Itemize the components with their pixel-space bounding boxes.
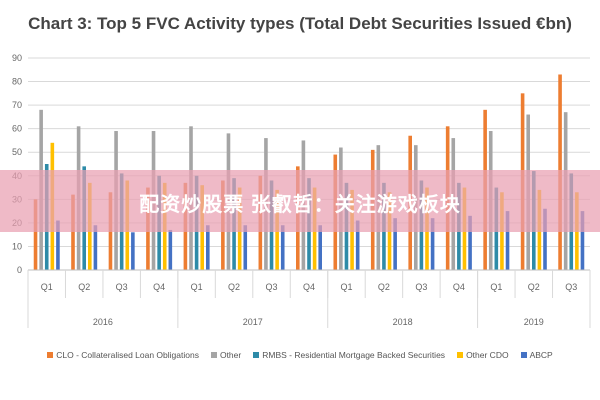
x-axis: Q1 Q2 Q3 Q4 Q1 Q2 Q3 Q4 Q1 Q2 Q3 Q4 Q1 Q2 Q3 2016 2017 20… — [27, 269, 591, 328]
bar — [243, 225, 248, 270]
y-tick-label: 10 — [12, 241, 22, 251]
legend-swatch — [210, 352, 217, 358]
x-tick-label: Q3 — [116, 282, 128, 292]
legend-item: ABCP — [520, 350, 553, 360]
x-tick-label: Q3 — [565, 282, 577, 292]
y-tick-label: 90 — [12, 53, 22, 63]
legend-swatch — [457, 352, 464, 358]
bar — [131, 232, 135, 270]
bar — [56, 220, 60, 270]
x-tick-label: Q2 — [528, 282, 540, 292]
x-tick-label: Q2 — [378, 282, 390, 292]
x-tick-label: Q2 — [78, 282, 90, 292]
bar — [33, 199, 38, 270]
y-tick-label: 0 — [17, 265, 22, 275]
legend-label: ABCP — [529, 350, 553, 360]
legend-label: CLO - Collateralised Loan Obligations — [56, 350, 199, 360]
bar — [168, 229, 173, 270]
watermark-text: 配资炒股票 张叡哲：关注游戏板块 — [139, 194, 461, 216]
year-label: 2016 — [93, 317, 113, 327]
y-tick-label: 70 — [12, 100, 22, 110]
legend-item: RMBS - Residential Mortgage Backed Secur… — [253, 350, 445, 360]
bar — [580, 211, 585, 270]
bar — [280, 225, 285, 270]
legend-swatch — [253, 352, 260, 358]
x-tick-label: Q1 — [490, 282, 502, 292]
x-tick-label: Q4 — [153, 282, 165, 292]
legend-label: Other — [219, 350, 242, 360]
legend-swatch — [520, 352, 527, 358]
legend-label: RMBS - Residential Mortgage Backed Secur… — [262, 350, 446, 360]
bar — [430, 218, 435, 270]
year-label: 2019 — [524, 317, 544, 327]
legend-item: Other — [210, 350, 242, 360]
legend-item: Other CDO — [457, 350, 509, 360]
x-tick-label: Q3 — [415, 282, 427, 292]
bar — [355, 220, 360, 270]
legend-label: Other CDO — [466, 350, 509, 360]
legend-swatch — [47, 352, 54, 358]
bar — [206, 225, 210, 270]
x-tick-label: Q4 — [303, 282, 315, 292]
bar — [93, 225, 98, 270]
year-label: 2017 — [243, 317, 263, 327]
bar — [393, 218, 397, 270]
chart-title: Chart 3: Top 5 FVC Activity types (Total… — [28, 14, 572, 33]
watermark-band — [0, 170, 600, 232]
bar — [318, 225, 322, 270]
y-tick-label: 50 — [12, 147, 22, 157]
y-tick-label: 60 — [12, 124, 22, 134]
bar — [543, 208, 547, 270]
x-tick-label: Q3 — [266, 282, 278, 292]
legend-item: CLO - Collateralised Loan Obligations — [47, 350, 199, 360]
x-tick-label: Q2 — [228, 282, 240, 292]
bar — [505, 211, 510, 270]
x-tick-label: Q1 — [191, 282, 203, 292]
x-tick-label: Q1 — [41, 282, 53, 292]
y-axis-tick-labels: 0102030405060708090 — [12, 53, 22, 275]
x-tick-label: Q1 — [340, 282, 352, 292]
y-tick-label: 80 — [12, 77, 22, 87]
bar — [468, 215, 472, 270]
bar — [71, 194, 75, 270]
x-tick-label: Q4 — [453, 282, 465, 292]
chart-legend: CLO - Collateralised Loan Obligations Oth… — [0, 350, 600, 360]
year-label: 2018 — [393, 317, 413, 327]
